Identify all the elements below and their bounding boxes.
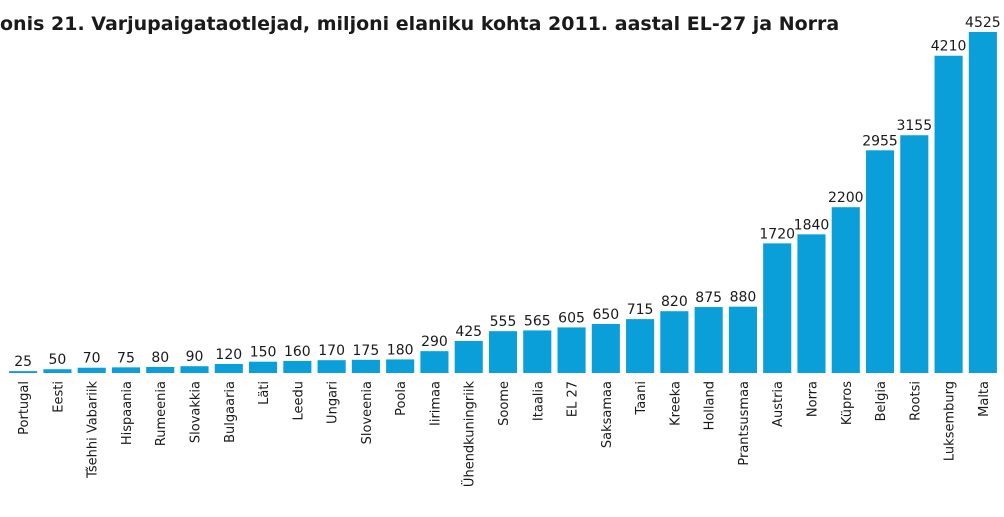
- bar: [934, 55, 963, 373]
- value-label: 4525: [965, 15, 1001, 31]
- value-label: 2955: [862, 133, 898, 149]
- bar: [420, 351, 449, 373]
- value-label: 2200: [828, 190, 864, 206]
- bar: [214, 363, 243, 373]
- bar: [43, 369, 72, 373]
- x-tick-label: Austria: [771, 381, 786, 427]
- x-tick-label: Hispaania: [120, 381, 135, 445]
- bar: [386, 359, 415, 373]
- bar: [488, 331, 518, 373]
- bar: [763, 243, 792, 373]
- x-tick-label: Luksemburg: [943, 381, 958, 461]
- value-label: 4210: [931, 39, 967, 55]
- value-label: 80: [151, 350, 169, 366]
- x-tick-label: Sloveenia: [360, 381, 375, 444]
- bar: [180, 366, 209, 373]
- bar: [77, 367, 106, 373]
- bar: [523, 330, 552, 373]
- bar: [591, 324, 620, 373]
- bar: [557, 327, 586, 373]
- value-label: 290: [421, 334, 448, 350]
- x-tick-label: Bulgaaria: [223, 381, 238, 443]
- bar: [626, 319, 655, 373]
- value-label: 25: [14, 354, 32, 370]
- x-tick-label: Soome: [497, 381, 512, 426]
- value-label: 50: [48, 352, 66, 368]
- value-label: 555: [490, 314, 517, 330]
- x-tick-label: Itaalia: [531, 381, 546, 421]
- value-label: 650: [592, 307, 619, 323]
- x-tick-label: Rootsi: [908, 381, 923, 421]
- x-tick-label: Portugal: [17, 381, 32, 435]
- value-label: 90: [186, 349, 204, 365]
- x-tick-label: Norra: [805, 381, 820, 417]
- value-label: 605: [558, 310, 585, 326]
- x-tick-label: Iirimaa: [428, 381, 443, 426]
- x-tick-label: Eesti: [51, 381, 66, 413]
- bar: [146, 366, 175, 373]
- x-tick-label: Rumeenia: [154, 381, 169, 446]
- x-tick-label: Holland: [703, 381, 718, 430]
- x-tick-label: Ungari: [326, 381, 341, 424]
- x-tick-label: Malta: [977, 381, 992, 417]
- x-tick-label: Poola: [394, 381, 409, 416]
- bar: [694, 307, 723, 373]
- x-tick-label: Tšehhi Vabariik: [86, 381, 101, 479]
- value-label: 180: [387, 342, 414, 358]
- value-label: 425: [455, 324, 482, 340]
- bar: [351, 359, 380, 373]
- value-label: 1720: [759, 226, 795, 242]
- value-label: 150: [250, 345, 277, 361]
- bar: [283, 360, 312, 373]
- x-tick-label: Läti: [257, 381, 272, 405]
- value-label: 120: [215, 347, 242, 363]
- bar: [831, 207, 860, 373]
- bar: [728, 306, 757, 373]
- x-tick-label: Taani: [634, 381, 649, 416]
- x-tick-label: Leedu: [291, 381, 306, 421]
- bar: [797, 234, 826, 373]
- x-tick-label: Slovakkia: [189, 381, 204, 443]
- value-label: 160: [284, 344, 311, 360]
- bar: [968, 32, 997, 373]
- bar: [9, 371, 38, 373]
- bar: [660, 311, 689, 373]
- x-tick-label: Saksamaa: [600, 381, 615, 448]
- x-tick-label: Küpros: [840, 381, 855, 425]
- x-tick-label: Kreeka: [668, 381, 683, 426]
- value-label: 1840: [794, 217, 830, 233]
- value-label: 170: [318, 343, 345, 359]
- x-tick-label: EL 27: [566, 381, 581, 417]
- value-label: 820: [661, 294, 688, 310]
- x-tick-label: Belgia: [874, 381, 889, 421]
- bar: [111, 367, 141, 373]
- bar: [317, 360, 346, 373]
- bar: [865, 150, 895, 373]
- value-label: 715: [627, 302, 654, 318]
- value-label: 875: [695, 290, 722, 306]
- value-label: 75: [117, 350, 135, 366]
- bar: [249, 361, 278, 373]
- value-label: 70: [83, 351, 101, 367]
- value-label: 175: [353, 343, 380, 359]
- bar: [454, 340, 483, 373]
- value-label: 3155: [896, 118, 932, 134]
- x-tick-label: Prantsusmaa: [737, 381, 752, 466]
- x-tick-label: Ühendkuningriik: [461, 381, 478, 488]
- bar: [900, 135, 929, 373]
- value-label: 880: [730, 290, 757, 306]
- chart-title: onis 21. Varjupaigataotlejad, miljoni el…: [0, 13, 839, 35]
- value-label: 565: [524, 313, 551, 329]
